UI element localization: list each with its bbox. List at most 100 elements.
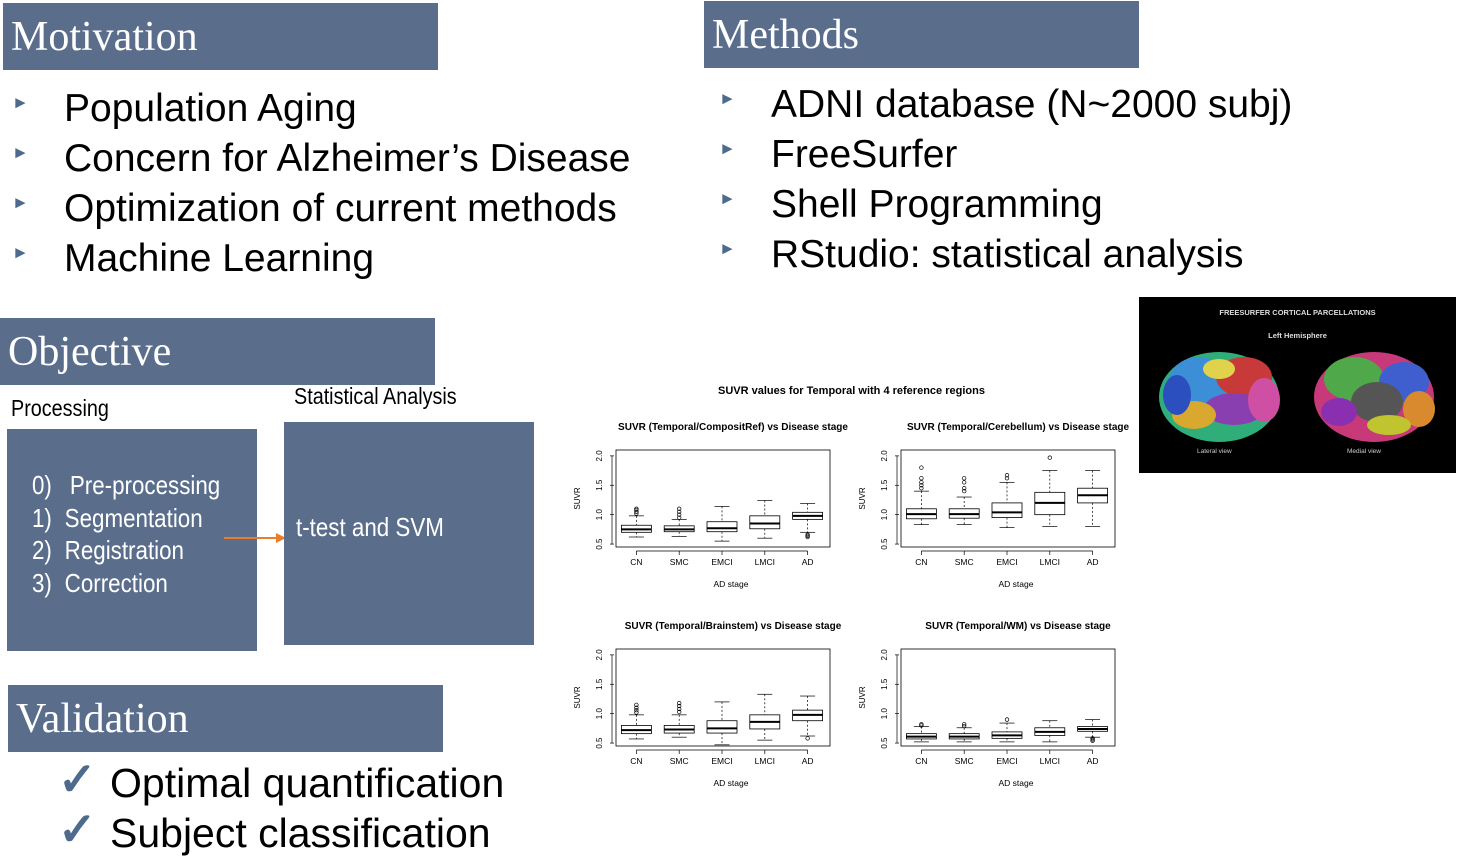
arrow-bullet-icon: ► <box>719 239 736 258</box>
y-axis-label: SUVR <box>858 686 867 708</box>
y-tick-label: 0.5 <box>595 737 604 749</box>
x-tick-label: CN <box>630 557 642 567</box>
x-tick-label: LMCI <box>755 557 775 567</box>
medial-brain <box>1314 352 1435 442</box>
outlier-point <box>677 509 682 514</box>
outlier-point <box>962 489 967 494</box>
objective-title: Objective <box>8 328 172 375</box>
y-tick-label: 2.0 <box>595 450 604 462</box>
stats-text: t-test and SVM <box>296 512 444 542</box>
x-tick-label: CN <box>630 756 642 766</box>
brain-illustration <box>1159 352 1435 442</box>
outlier-point <box>1004 717 1010 722</box>
step-item: 2) Registration <box>32 535 184 565</box>
chart-title: SUVR (Temporal/Brainstem) vs Disease sta… <box>625 621 842 632</box>
processing-box: 0) Pre-processing 1) Segmentation 2) Regist… <box>7 429 257 651</box>
box <box>706 521 738 533</box>
x-tick-label: EMCI <box>996 756 1017 766</box>
plot-frame <box>615 449 831 548</box>
brain-image-subtitle: Left Hemisphere <box>1268 331 1327 340</box>
outlier-point <box>962 480 967 485</box>
list-item: ✓ Optimal quantification <box>58 753 505 806</box>
lateral-brain <box>1159 352 1280 442</box>
y-tick-label: 1.5 <box>880 479 889 491</box>
outlier-point <box>677 700 682 706</box>
methods-title: Methods <box>712 11 859 58</box>
x-tick-label: SMC <box>955 557 974 567</box>
outlier-point <box>919 483 924 488</box>
validation-title: Validation <box>16 695 189 742</box>
outlier-point <box>1004 476 1010 481</box>
step-item: 1) Segmentation <box>32 502 203 533</box>
brain-parcellation-image: FREESURFER CORTICAL PARCELLATIONS Left H… <box>1139 297 1456 473</box>
chart-title: SUVR (Temporal/Cerebellum) vs Disease st… <box>907 422 1130 433</box>
y-tick-label: 0.5 <box>595 538 604 550</box>
y-tick-label: 2.0 <box>880 450 889 462</box>
objective-header: Objective <box>0 318 435 385</box>
x-tick-label: EMCI <box>711 756 732 766</box>
x-tick-label: CN <box>915 557 927 567</box>
plot-frame <box>615 648 831 747</box>
x-tick-label: AD <box>1087 756 1099 766</box>
y-tick-label: 2.0 <box>595 649 604 661</box>
outlier-point <box>677 512 682 517</box>
outlier-point <box>962 723 967 729</box>
x-tick-label: LMCI <box>1040 557 1060 567</box>
x-tick-label: LMCI <box>1040 756 1060 766</box>
x-axis-label: AD stage <box>714 778 749 788</box>
brain-image-title: FREESURFER CORTICAL PARCELLATIONS <box>1219 308 1376 317</box>
x-axis-label: AD stage <box>999 778 1034 788</box>
plot-frame <box>900 648 1116 747</box>
boxplot-chart-brainstem: SUVR (Temporal/Brainstem) vs Disease sta… <box>573 621 842 788</box>
boxplot-chart-wm: SUVR (Temporal/WM) vs Disease stage 0.5 1.… <box>858 621 1116 788</box>
outlier-point <box>1047 455 1052 460</box>
x-tick-label: SMC <box>955 756 974 766</box>
y-tick-label: 1.5 <box>880 678 889 690</box>
x-tick-label: SMC <box>670 557 689 567</box>
y-tick-label: 1.0 <box>880 708 889 720</box>
outlier-point <box>677 706 682 712</box>
lateral-view-caption: Lateral view <box>1197 448 1232 455</box>
arrow-bullet-icon: ► <box>12 243 29 262</box>
x-axis-label: AD stage <box>714 579 749 589</box>
outlier-point <box>677 506 682 511</box>
medial-view-caption: Medial view <box>1347 448 1381 455</box>
motivation-header: Motivation <box>3 3 438 70</box>
step-item: 0) Pre-processing <box>32 470 221 500</box>
outlier-point <box>634 702 639 707</box>
outlier-point <box>919 480 924 485</box>
x-tick-label: EMCI <box>996 557 1017 567</box>
list-item: ► Population Aging <box>12 84 630 134</box>
outlier-point <box>677 515 682 520</box>
figure-title: SUVR values for Temporal with 4 referenc… <box>718 385 985 397</box>
outlier-point <box>919 465 924 470</box>
x-tick-label: LMCI <box>755 756 775 766</box>
y-tick-label: 1.5 <box>595 479 604 491</box>
statistical-analysis-box: t-test and SVM <box>284 422 534 645</box>
outlier-point <box>1090 736 1095 741</box>
check-icon: ✓ <box>58 753 97 805</box>
list-item: ✓ Subject classification <box>58 803 491 856</box>
outlier-point <box>962 722 967 727</box>
list-item: ► RStudio: statistical analysis <box>719 230 1292 280</box>
outlier-point <box>634 506 639 511</box>
outlier-point <box>805 533 810 538</box>
boxplot-chart-compositref: SUVR (Temporal/CompositRef) vs Disease s… <box>573 422 848 589</box>
arrow-bullet-icon: ► <box>12 193 29 212</box>
chart-title: SUVR (Temporal/CompositRef) vs Disease s… <box>618 422 848 433</box>
motivation-title: Motivation <box>11 13 198 60</box>
outlier-point <box>634 509 639 514</box>
validation-list: ✓ Optimal quantification ✓ Subject classif… <box>58 753 505 858</box>
arrow-bullet-icon: ► <box>719 189 736 208</box>
list-item: ► Optimization of current methods <box>12 184 630 234</box>
methods-header: Methods <box>704 1 1139 68</box>
boxplot-chart-cerebellum: SUVR (Temporal/Cerebellum) vs Disease st… <box>858 422 1130 589</box>
processing-steps: 0) Pre-processing 1) Segmentation 2) Regist… <box>32 469 220 599</box>
arrow-bullet-icon: ► <box>719 139 736 158</box>
motivation-list: ► Population Aging ► Concern for Alzheimer… <box>12 84 630 284</box>
step-item: 3) Correction <box>32 567 168 598</box>
x-axis-label: AD stage <box>999 579 1034 589</box>
processing-label: Processing <box>11 395 109 421</box>
arrow-right-icon <box>224 533 286 543</box>
outlier-point <box>634 710 639 715</box>
